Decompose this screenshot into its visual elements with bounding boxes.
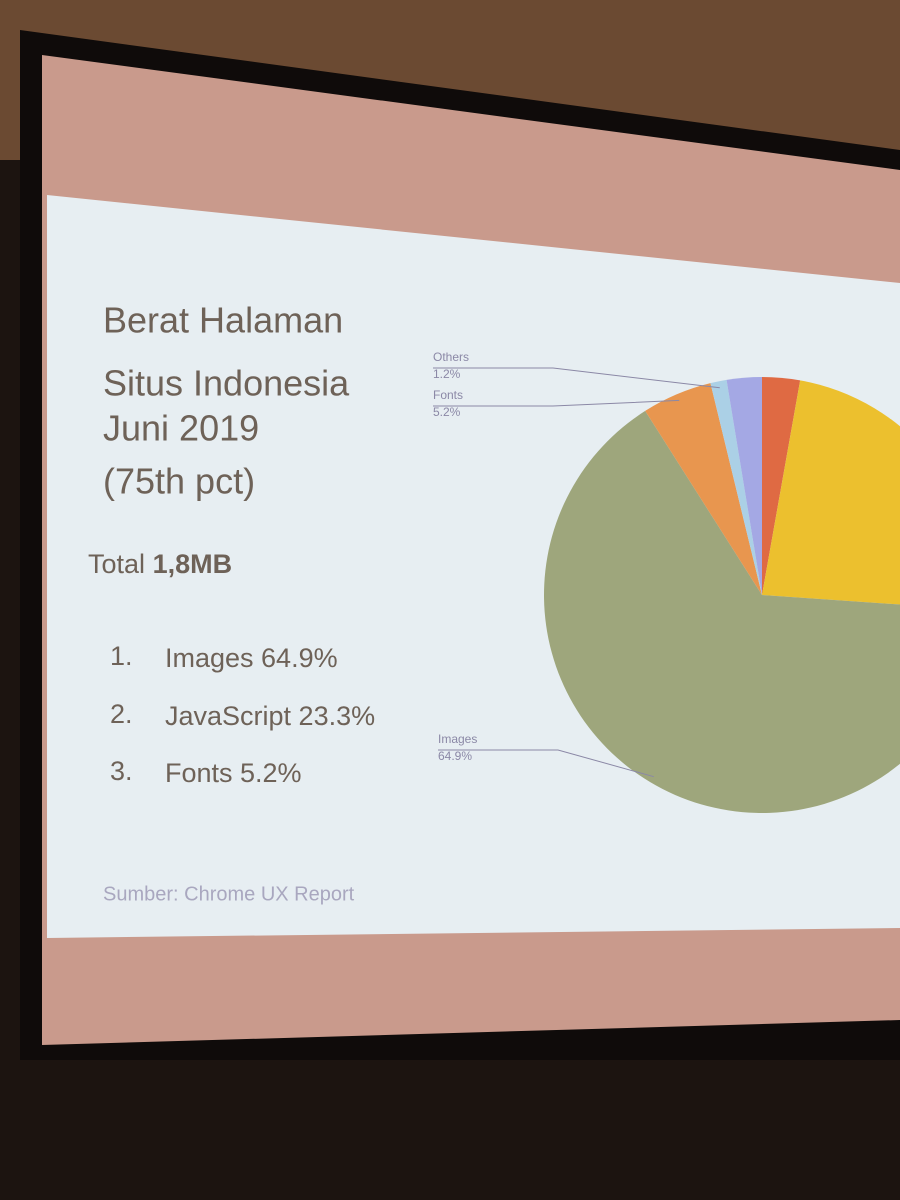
leader-line (433, 399, 680, 407)
list-number: 3. (110, 756, 133, 786)
slice-label: Images (438, 732, 477, 746)
total: Total 1,8MB (88, 549, 232, 579)
slice-value-label: 64.9% (438, 749, 472, 763)
list-item: JavaScript 23.3% (165, 701, 375, 731)
total-value: 1,8MB (153, 549, 233, 579)
title-line: (75th pct) (103, 461, 255, 502)
title-line: Berat Halaman (103, 300, 343, 341)
list-item: Fonts 5.2% (165, 758, 302, 788)
list-number: 1. (110, 641, 133, 671)
list-item: Images 64.9% (165, 643, 338, 673)
slice-value-label: 1.2% (433, 367, 461, 381)
pie-slice (726, 377, 762, 595)
pie-slice (645, 383, 762, 595)
list-number: 2. (110, 699, 133, 729)
title-line: Juni 2019 (103, 408, 259, 449)
title-line: Situs Indonesia (103, 363, 350, 404)
pie-slice (710, 379, 762, 595)
total-label: Total (88, 549, 145, 579)
pie-slice (762, 380, 900, 605)
leader-line (433, 367, 720, 389)
source: Sumber: Chrome UX Report (103, 883, 355, 905)
slice-value-label: 5.2% (433, 405, 461, 419)
slide-text: Berat Halaman Situs Indonesia Juni 2019 … (88, 300, 375, 906)
slice-label: Others (433, 350, 469, 364)
leader-line (438, 749, 654, 778)
pie-slice (762, 377, 801, 595)
slice-label: Fonts (433, 388, 463, 402)
pie-slice (544, 410, 900, 813)
